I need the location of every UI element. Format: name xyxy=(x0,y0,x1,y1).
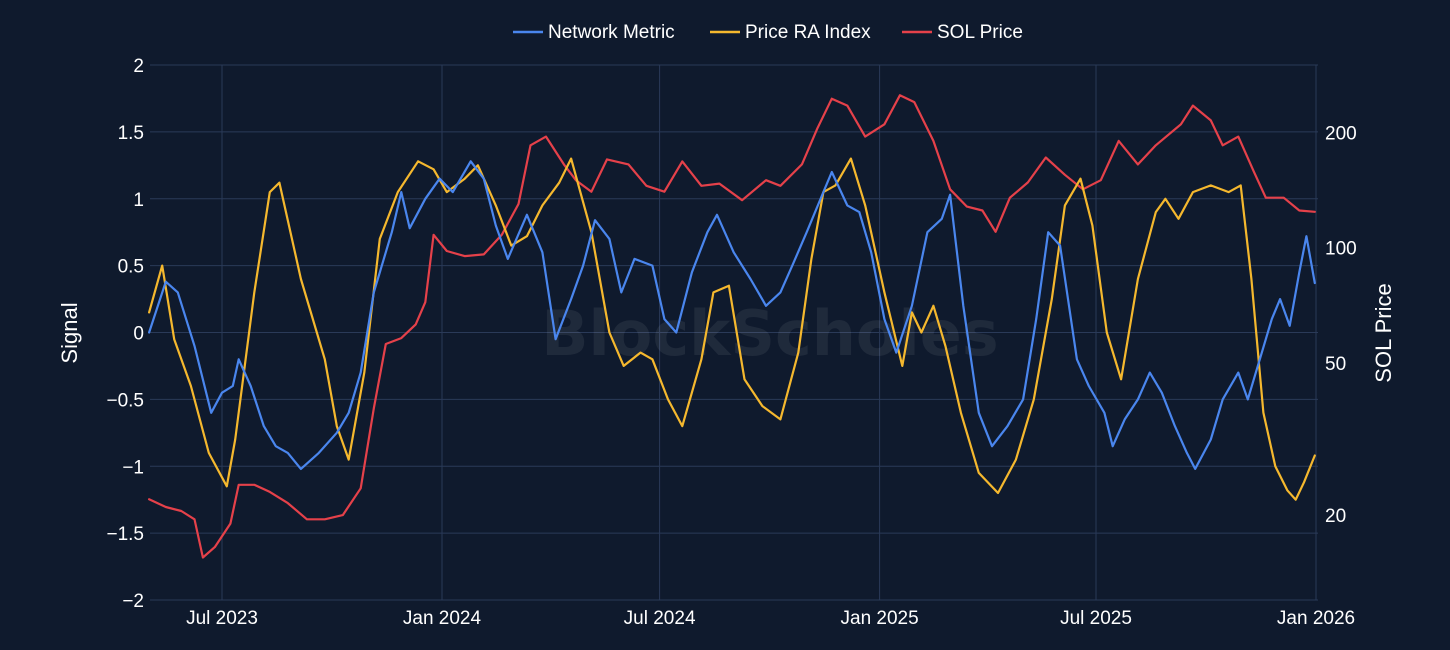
watermark-text: BlockScholes xyxy=(541,297,998,370)
x-tick-label: Jul 2023 xyxy=(186,608,258,629)
legend-item-sol-price[interactable]: SOL Price xyxy=(902,22,1023,43)
series-line-price-ra-index xyxy=(148,157,1316,501)
legend-label-price-ra-index: Price RA Index xyxy=(745,22,871,43)
legend-item-price-ra-index[interactable]: Price RA Index xyxy=(710,22,871,43)
legend-label-sol-price: SOL Price xyxy=(937,22,1023,43)
right-tick-label: 200 xyxy=(1325,123,1357,144)
left-tick-label: 2 xyxy=(133,56,144,77)
left-tick-label: −1 xyxy=(122,457,144,478)
left-tick-label: 1 xyxy=(133,190,144,211)
plot-area xyxy=(148,94,1316,559)
left-tick-label: 1.5 xyxy=(118,123,144,144)
right-tick-label: 50 xyxy=(1325,354,1346,375)
legend-item-network-metric[interactable]: Network Metric xyxy=(513,22,675,43)
series-line-network-metric xyxy=(148,160,1316,470)
legend: Network Metric Price RA Index SOL Price xyxy=(513,22,1023,43)
left-axis-title: Signal xyxy=(57,302,82,363)
gridlines xyxy=(150,64,1318,601)
x-tick-label: Jan 2024 xyxy=(403,608,482,629)
series-line-sol-price xyxy=(148,94,1316,559)
right-y-axis: 20 50 100 200 xyxy=(1325,123,1357,527)
right-tick-label: 20 xyxy=(1325,506,1346,527)
left-tick-label: 0 xyxy=(133,324,144,345)
x-tick-label: Jan 2026 xyxy=(1277,608,1355,629)
left-y-axis: 2 1.5 1 0.5 0 −0.5 −1 −1.5 −2 xyxy=(106,56,144,612)
x-axis: Jul 2023 Jan 2024 Jul 2024 Jan 2025 Jul 2025… xyxy=(186,608,1355,629)
legend-label-network-metric: Network Metric xyxy=(548,22,675,43)
x-tick-label: Jan 2025 xyxy=(841,608,919,629)
x-tick-label: Jul 2024 xyxy=(624,608,696,629)
left-tick-label: 0.5 xyxy=(118,257,144,278)
x-tick-label: Jul 2025 xyxy=(1060,608,1132,629)
left-tick-label: −0.5 xyxy=(106,390,144,411)
right-tick-label: 100 xyxy=(1325,239,1357,260)
left-tick-label: −2 xyxy=(122,591,144,612)
left-tick-label: −1.5 xyxy=(106,524,144,545)
right-axis-title: SOL Price xyxy=(1371,283,1396,382)
